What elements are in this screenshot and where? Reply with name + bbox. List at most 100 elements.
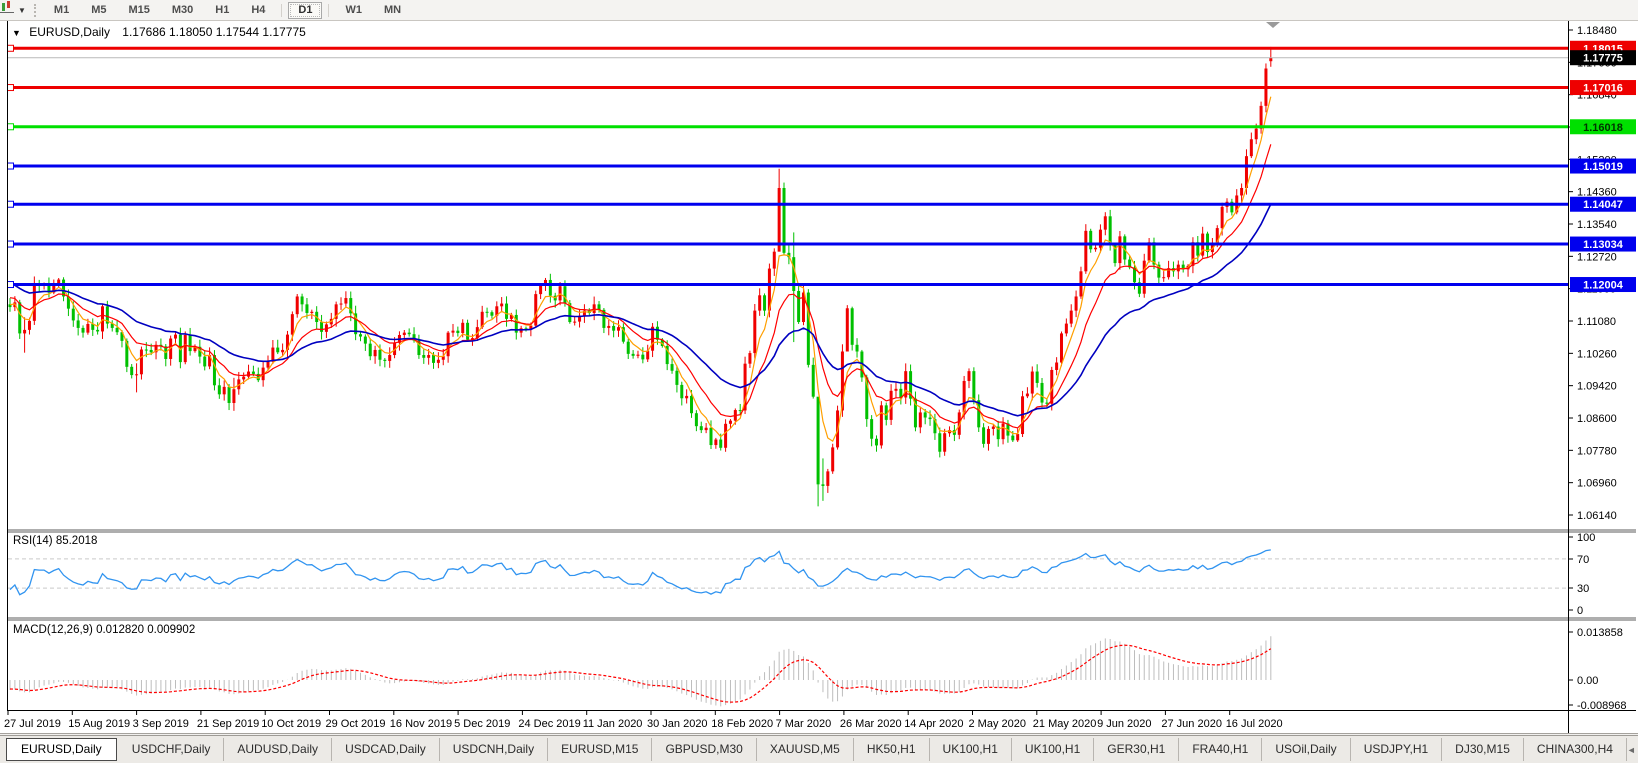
price-level-badge	[1570, 50, 1636, 66]
tabs-scroll-left-icon[interactable]: ◄	[1626, 744, 1636, 755]
date-axis-label: 30 Jan 2020	[647, 718, 708, 730]
chart-tab-gbpusd-m30[interactable]: GBPUSD,M30	[652, 738, 757, 761]
rsi-axis-label: 30	[1577, 583, 1589, 595]
chart-symbol-period: EURUSD,Daily	[29, 25, 110, 39]
price-level-badge	[1570, 196, 1636, 212]
chart-tab-xauusd-m5[interactable]: XAUUSD,M5	[757, 738, 854, 761]
line-anchor-handle[interactable]	[7, 44, 14, 52]
price-level-badge	[1570, 158, 1636, 174]
ohlc-toggle-icon[interactable]: ▼	[12, 28, 21, 38]
line-anchor-handle[interactable]	[7, 84, 14, 92]
timeframe-button-m30[interactable]: M30	[162, 2, 203, 19]
date-axis-label: 21 May 2020	[1033, 718, 1097, 730]
timeframe-button-m15[interactable]: M15	[118, 2, 159, 19]
chart-tab-usoil-daily[interactable]: USOil,Daily	[1262, 738, 1351, 761]
price-axis-label: 1.06960	[1577, 478, 1617, 490]
timeframe-button-d1[interactable]: D1	[288, 1, 323, 19]
timeframe-button-h4[interactable]: H4	[241, 2, 275, 19]
price-axis-label: 1.08600	[1577, 413, 1617, 425]
rsi-axis-label: 70	[1577, 554, 1589, 566]
date-axis-label: 16 Nov 2019	[390, 718, 452, 730]
price-level-badge	[1570, 80, 1636, 96]
candles[interactable]	[8, 46, 1273, 507]
line-anchor-handle[interactable]	[7, 281, 14, 289]
chart-tab-ger30-h1[interactable]: GER30,H1	[1094, 738, 1180, 761]
price-axis-label: 1.13540	[1577, 219, 1617, 231]
date-axis-label: 18 Feb 2020	[711, 718, 773, 730]
chart-ohlc-values: 1.17686 1.18050 1.17544 1.17775	[122, 25, 306, 39]
date-axis-label: 7 Mar 2020	[776, 718, 832, 730]
chart-tab-usdcad-daily[interactable]: USDCAD,Daily	[332, 738, 440, 761]
chart-tab-usdchf-daily[interactable]: USDCHF,Daily	[119, 738, 225, 761]
price-level-badge-text: 1.13034	[1583, 239, 1624, 251]
line-anchor-handle[interactable]	[7, 240, 14, 248]
moving-average-line	[9, 203, 1272, 417]
tab-scroll-arrows: ◄ ►	[1627, 745, 1638, 755]
caret-down-icon[interactable]: ▼	[18, 5, 26, 15]
rsi-indicator-label: RSI(14) 85.2018	[13, 535, 98, 547]
price-level-badge	[1570, 236, 1636, 252]
date-axis-label: 11 Jan 2020	[583, 718, 643, 730]
date-axis-label: 9 Jun 2020	[1097, 718, 1151, 730]
toolbar-separator	[328, 3, 330, 17]
chart-tab-eurusd-m15[interactable]: EURUSD,M15	[548, 738, 653, 761]
price-level-badge-text: 1.17016	[1583, 83, 1623, 95]
date-axis-label: 27 Jun 2020	[1161, 718, 1222, 730]
macd-axis-label: -0.008968	[1577, 700, 1627, 712]
rsi-axis-label: 100	[1577, 532, 1595, 544]
chart-tab-china300-h4[interactable]: CHINA300,H4	[1524, 738, 1627, 761]
date-axis-label: 16 Jul 2020	[1226, 718, 1283, 730]
indicators-icon[interactable]	[0, 1, 16, 17]
price-level-badge-text: 1.17775	[1583, 53, 1623, 65]
chart-tab-hk50-h1[interactable]: HK50,H1	[854, 738, 930, 761]
date-axis-label: 2 May 2020	[969, 718, 1026, 730]
timeframe-button-mn[interactable]: MN	[374, 2, 411, 19]
chart-tab-usdcnh-daily[interactable]: USDCNH,Daily	[440, 738, 549, 761]
price-level-badge-text: 1.15019	[1583, 161, 1623, 173]
macd-signal-line	[9, 644, 1272, 703]
chart-tab-uk100-h1-2[interactable]: UK100,H1	[1012, 738, 1095, 761]
price-level-badge-text: 1.14047	[1583, 199, 1623, 211]
chart-tab-fra40-h1[interactable]: FRA40,H1	[1179, 738, 1263, 761]
timeframe-button-m5[interactable]: M5	[81, 2, 116, 19]
price-level-badge-text: 1.12004	[1583, 280, 1624, 292]
timeframe-button-h1[interactable]: H1	[205, 2, 239, 19]
scroll-to-end-marker[interactable]	[1266, 22, 1280, 28]
date-axis-label: 14 Apr 2020	[904, 718, 963, 730]
chart-tab-uk100-h1[interactable]: UK100,H1	[930, 738, 1012, 761]
price-axis-label: 1.10260	[1577, 348, 1617, 360]
chart-tab-usdjpy-h1[interactable]: USDJPY,H1	[1351, 738, 1443, 761]
chart-tab-audusd-daily[interactable]: AUDUSD,Daily	[224, 738, 333, 761]
price-axis-label: 1.06140	[1577, 510, 1617, 522]
toolbar-grip-handle[interactable]	[33, 3, 36, 17]
macd-axis-label: 0.013858	[1577, 627, 1623, 639]
date-axis-label: 26 Mar 2020	[840, 718, 902, 730]
timeframe-toolbar: ▼ M1 M5 M15 M30 H1 H4 D1 W1 MN	[0, 0, 1638, 21]
line-anchor-handle[interactable]	[7, 200, 14, 208]
price-axis-label: 1.09420	[1577, 381, 1617, 393]
chart-tab-dj30-m15[interactable]: DJ30,M15	[1442, 738, 1524, 761]
price-level-badge	[1570, 119, 1636, 135]
macd-histogram	[9, 636, 1272, 707]
date-axis-label: 24 Dec 2019	[518, 718, 580, 730]
price-level-badge	[1570, 277, 1636, 293]
line-anchor-handle[interactable]	[7, 162, 14, 170]
date-axis-label: 3 Sep 2019	[133, 718, 189, 730]
date-axis-label: 21 Sep 2019	[197, 718, 259, 730]
timeframe-button-m1[interactable]: M1	[44, 2, 79, 19]
chart-tab-eurusd-daily[interactable]: EURUSD,Daily	[6, 738, 117, 761]
toolbar-separator	[281, 3, 283, 17]
moving-average-line	[9, 96, 1272, 442]
macd-indicator-label: MACD(12,26,9) 0.012820 0.009902	[13, 624, 196, 636]
price-axis-label: 1.18480	[1577, 25, 1617, 37]
macd-axis-label: 0.00	[1577, 675, 1598, 687]
price-axis-label: 1.11080	[1577, 316, 1616, 328]
price-axis-label: 1.12720	[1577, 251, 1617, 263]
line-anchor-handle[interactable]	[7, 123, 14, 131]
timeframe-button-w1[interactable]: W1	[335, 2, 372, 19]
date-axis-label: 10 Oct 2019	[261, 718, 321, 730]
price-level-badge-text: 1.16018	[1583, 122, 1623, 134]
chart-tab-bar: EURUSD,Daily USDCHF,Daily AUDUSD,Daily U…	[0, 735, 1638, 763]
